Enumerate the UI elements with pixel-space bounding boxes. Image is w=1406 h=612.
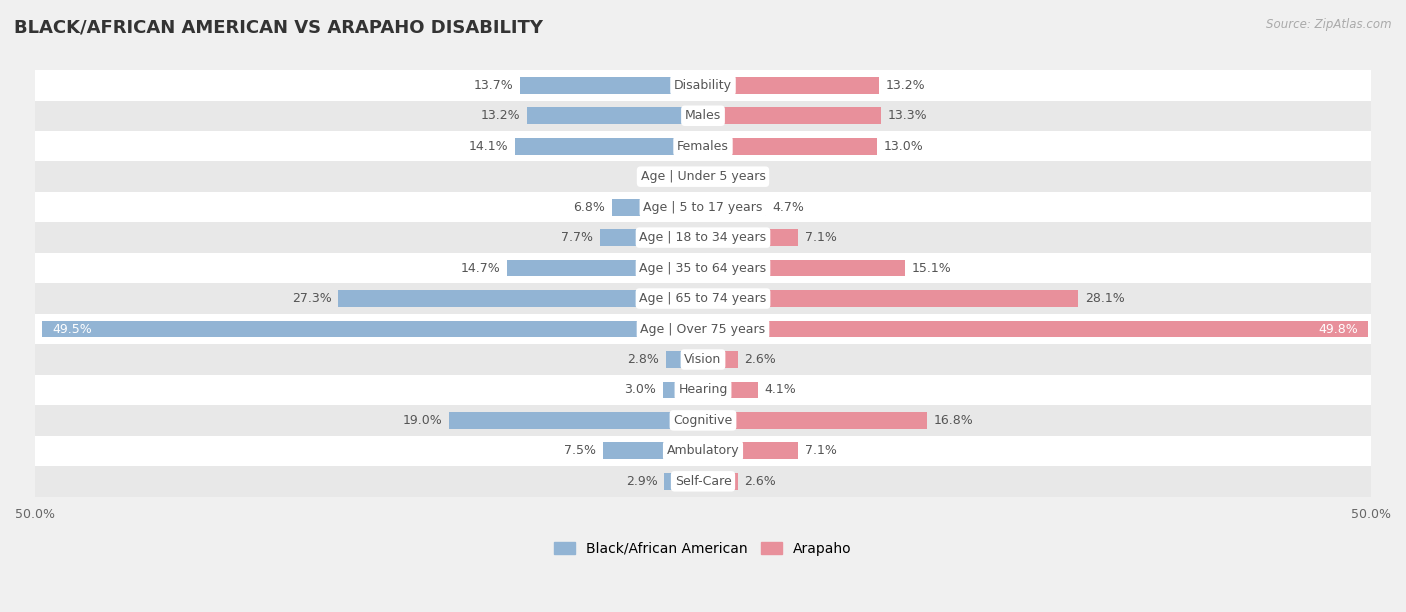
Bar <box>35 162 1371 192</box>
Text: 27.3%: 27.3% <box>292 292 332 305</box>
Bar <box>35 70 1371 100</box>
Bar <box>506 259 703 277</box>
Text: 7.7%: 7.7% <box>561 231 593 244</box>
Text: 7.1%: 7.1% <box>804 231 837 244</box>
Bar <box>612 199 703 215</box>
Bar <box>703 199 766 215</box>
Text: 1.3%: 1.3% <box>727 170 759 183</box>
Text: 1.4%: 1.4% <box>645 170 678 183</box>
Bar <box>515 138 703 155</box>
Text: 2.6%: 2.6% <box>744 353 776 366</box>
Bar <box>703 473 738 490</box>
Bar <box>703 351 738 368</box>
Text: Self-Care: Self-Care <box>675 475 731 488</box>
Text: 14.1%: 14.1% <box>468 140 508 153</box>
Bar <box>703 442 797 459</box>
Text: Age | Under 5 years: Age | Under 5 years <box>641 170 765 183</box>
Legend: Black/African American, Arapaho: Black/African American, Arapaho <box>548 536 858 562</box>
Text: 13.7%: 13.7% <box>474 79 513 92</box>
Text: Age | Over 75 years: Age | Over 75 years <box>641 323 765 335</box>
Text: Age | 65 to 74 years: Age | 65 to 74 years <box>640 292 766 305</box>
Bar <box>42 321 703 337</box>
Text: Source: ZipAtlas.com: Source: ZipAtlas.com <box>1267 18 1392 31</box>
Bar <box>600 230 703 246</box>
Bar <box>35 466 1371 496</box>
Bar <box>664 473 703 490</box>
Text: 7.1%: 7.1% <box>804 444 837 457</box>
Bar <box>603 442 703 459</box>
Bar <box>35 283 1371 314</box>
Text: 4.1%: 4.1% <box>765 384 796 397</box>
Bar <box>339 290 703 307</box>
Text: 2.8%: 2.8% <box>627 353 659 366</box>
Bar <box>35 192 1371 222</box>
Bar <box>35 253 1371 283</box>
Text: 28.1%: 28.1% <box>1085 292 1125 305</box>
Text: 4.7%: 4.7% <box>772 201 804 214</box>
Bar <box>35 405 1371 436</box>
Bar <box>35 314 1371 344</box>
Text: 13.2%: 13.2% <box>886 79 925 92</box>
Bar <box>703 290 1078 307</box>
Bar <box>703 107 880 124</box>
Bar <box>703 259 904 277</box>
Text: 13.2%: 13.2% <box>481 110 520 122</box>
Bar <box>703 412 928 429</box>
Bar <box>35 436 1371 466</box>
Bar <box>703 138 877 155</box>
Text: 15.1%: 15.1% <box>911 261 952 275</box>
Bar <box>665 351 703 368</box>
Bar <box>703 168 720 185</box>
Bar <box>35 375 1371 405</box>
Bar <box>35 100 1371 131</box>
Text: Ambulatory: Ambulatory <box>666 444 740 457</box>
Text: Vision: Vision <box>685 353 721 366</box>
Text: Females: Females <box>678 140 728 153</box>
Bar <box>527 107 703 124</box>
Bar <box>703 77 879 94</box>
Text: Age | 18 to 34 years: Age | 18 to 34 years <box>640 231 766 244</box>
Text: Age | 35 to 64 years: Age | 35 to 64 years <box>640 261 766 275</box>
Bar <box>520 77 703 94</box>
Text: 14.7%: 14.7% <box>460 261 501 275</box>
Text: Cognitive: Cognitive <box>673 414 733 427</box>
Text: 3.0%: 3.0% <box>624 384 657 397</box>
Text: 13.0%: 13.0% <box>883 140 924 153</box>
Text: BLACK/AFRICAN AMERICAN VS ARAPAHO DISABILITY: BLACK/AFRICAN AMERICAN VS ARAPAHO DISABI… <box>14 18 543 36</box>
Bar <box>35 344 1371 375</box>
Text: 19.0%: 19.0% <box>402 414 443 427</box>
Text: 16.8%: 16.8% <box>934 414 974 427</box>
Text: Males: Males <box>685 110 721 122</box>
Text: 6.8%: 6.8% <box>574 201 606 214</box>
Text: 49.8%: 49.8% <box>1317 323 1358 335</box>
Bar <box>703 321 1368 337</box>
Text: Hearing: Hearing <box>678 384 728 397</box>
Bar <box>449 412 703 429</box>
Text: Disability: Disability <box>673 79 733 92</box>
Text: 2.6%: 2.6% <box>744 475 776 488</box>
Text: 49.5%: 49.5% <box>52 323 93 335</box>
Text: 7.5%: 7.5% <box>564 444 596 457</box>
Bar <box>685 168 703 185</box>
Text: 2.9%: 2.9% <box>626 475 658 488</box>
Bar <box>703 230 797 246</box>
Bar <box>662 381 703 398</box>
Text: 13.3%: 13.3% <box>887 110 927 122</box>
Bar <box>703 381 758 398</box>
Text: Age | 5 to 17 years: Age | 5 to 17 years <box>644 201 762 214</box>
Bar <box>35 131 1371 162</box>
Bar <box>35 222 1371 253</box>
